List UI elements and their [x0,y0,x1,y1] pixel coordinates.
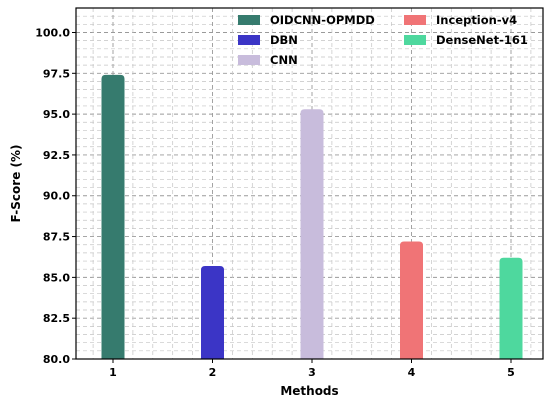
y-tick-label: 80.0 [43,353,70,366]
x-tick-label: 4 [408,366,416,379]
bar-oidcnn-opmdd [101,74,125,360]
bar-cnn [300,109,324,360]
x-axis-label: Methods [280,384,338,398]
legend-swatch [238,35,260,45]
legend-swatch [238,15,260,25]
legend-label: CNN [270,53,298,67]
x-axis-ticks: 1 2 3 4 5 [109,359,515,379]
y-tick-label: 92.5 [43,149,70,162]
bar-dbn [201,265,224,359]
legend-label: Inception-v4 [436,13,517,27]
x-tick-label: 2 [209,366,217,379]
bars [101,74,523,360]
legend: OIDCNN-OPMDD DBN CNN Inception-v4 DenseNet-1… [238,13,528,67]
legend-label: DenseNet-161 [436,33,528,47]
y-tick-label: 100.0 [35,26,70,39]
y-tick-label: 82.5 [43,312,70,325]
y-tick-label: 87.5 [43,231,70,244]
y-tick-label: 97.5 [43,67,70,80]
y-tick-label: 90.0 [43,190,70,203]
legend-swatch [404,35,426,45]
plot-frame [75,7,544,360]
legend-swatch [238,55,260,65]
y-axis-label: F-Score (%) [9,144,23,222]
bar-densenet-161 [499,257,523,359]
legend-label: DBN [270,33,298,47]
legend-swatch [404,15,426,25]
x-tick-label: 1 [109,366,117,379]
y-tick-label: 95.0 [43,108,70,121]
bar-inception-v4 [400,241,423,359]
y-axis-ticks: 80.0 82.5 85.0 87.5 90.0 92.5 95.0 97.5 100.0 [35,26,76,366]
y-tick-label: 85.0 [43,271,70,284]
x-tick-label: 5 [507,366,515,379]
legend-label: OIDCNN-OPMDD [270,13,375,27]
x-tick-label: 3 [308,366,316,379]
